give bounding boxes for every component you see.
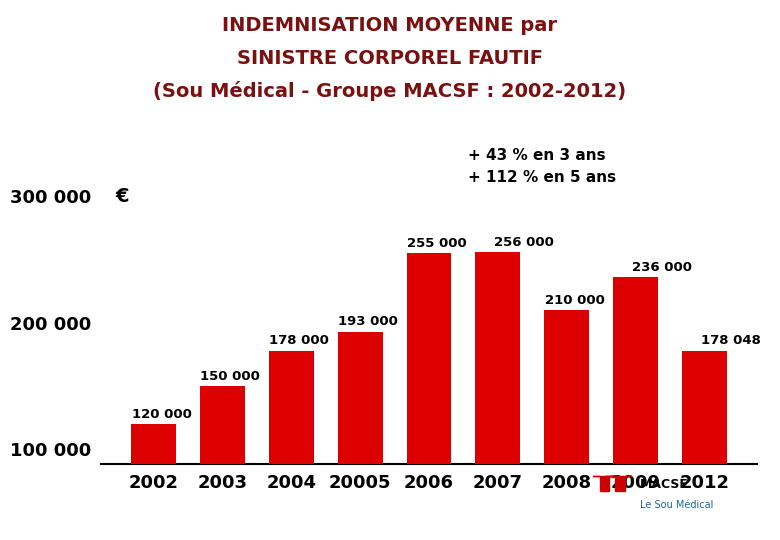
Text: 256 000: 256 000 <box>495 236 555 249</box>
Text: 236 000: 236 000 <box>632 261 692 274</box>
Text: 120 000: 120 000 <box>132 408 191 421</box>
FancyArrow shape <box>605 476 635 491</box>
Bar <box>613 277 658 540</box>
Text: INDEMNISATION MOYENNE par: INDEMNISATION MOYENNE par <box>222 16 558 35</box>
Bar <box>544 310 589 540</box>
Text: SINISTRE CORPOREL FAUTIF: SINISTRE CORPOREL FAUTIF <box>237 49 543 68</box>
Bar <box>269 350 314 540</box>
Bar <box>200 386 245 540</box>
Text: 255 000: 255 000 <box>407 237 466 250</box>
Text: 178 000: 178 000 <box>269 334 329 347</box>
Text: MACSF: MACSF <box>640 478 689 491</box>
Bar <box>476 252 520 540</box>
Text: 193 000: 193 000 <box>338 315 398 328</box>
Text: + 43 % en 3 ans
+ 112 % en 5 ans: + 43 % en 3 ans + 112 % en 5 ans <box>468 148 616 185</box>
FancyArrow shape <box>590 476 619 491</box>
Bar <box>406 253 452 540</box>
Bar <box>682 350 727 540</box>
Text: 210 000: 210 000 <box>544 294 604 307</box>
Text: 178 048: 178 048 <box>701 334 760 347</box>
Text: Le Sou Médical: Le Sou Médical <box>640 500 713 510</box>
Text: 150 000: 150 000 <box>200 370 261 383</box>
Bar <box>131 424 176 540</box>
Text: €: € <box>115 187 129 206</box>
Text: (Sou Médical - Groupe MACSF : 2002-2012): (Sou Médical - Groupe MACSF : 2002-2012) <box>154 81 626 101</box>
Bar <box>338 332 382 540</box>
